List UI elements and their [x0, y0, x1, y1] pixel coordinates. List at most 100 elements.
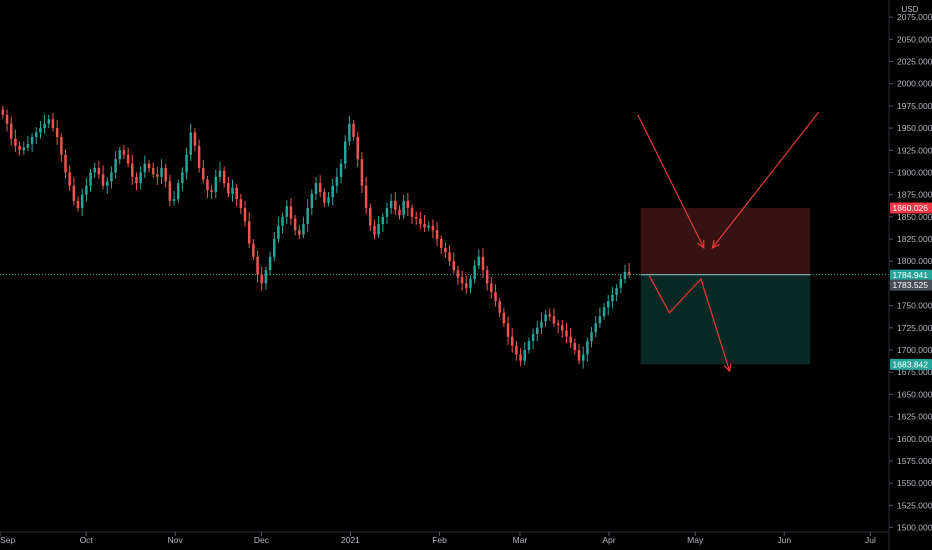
candle-body [14, 138, 17, 146]
candle-body [35, 132, 38, 137]
y-tick-label: 1600.000 [897, 434, 932, 444]
y-tick-label: 1975.000 [897, 101, 932, 111]
annotation-arrow [711, 111, 820, 249]
candle-body [531, 334, 535, 342]
candle-body [139, 172, 142, 184]
candle-body [222, 170, 226, 184]
candle-body [373, 225, 376, 235]
annotation-arrows[interactable] [637, 111, 820, 250]
candle-body [227, 183, 230, 194]
candle-body [68, 172, 71, 186]
candle-body [460, 277, 464, 284]
candle-body [623, 271, 627, 279]
y-tick-label: 1625.000 [897, 412, 932, 422]
candle-body [581, 354, 585, 361]
candle-body [72, 185, 76, 201]
time-axis[interactable]: Sep Oct Nov Dec 2021 Feb Mar Apr May Jun Jul [0, 532, 876, 545]
x-tick-label: Jun [777, 535, 791, 545]
candle-body [327, 197, 330, 203]
candle-body [39, 128, 42, 133]
projection-path[interactable] [648, 275, 732, 373]
candle-body [381, 216, 385, 224]
candle-body [147, 163, 151, 169]
candle-body [264, 270, 268, 284]
candle-body [60, 136, 63, 155]
candle-body [122, 150, 126, 155]
candle-body [30, 136, 34, 145]
candle-body [339, 163, 343, 177]
stop-price-badge-bg [890, 202, 932, 214]
x-tick-label: Jul [865, 535, 876, 545]
candlestick-series[interactable] [1, 105, 631, 369]
candle-body [586, 341, 589, 355]
candle-body [348, 123, 351, 142]
candle-body [193, 132, 197, 146]
current-price-badge-text: 1784.941 [893, 270, 929, 280]
stop-loss-zone [640, 207, 811, 275]
candle-body [185, 154, 188, 173]
candle-body [323, 191, 326, 203]
candle-body [552, 316, 556, 324]
y-tick-label: 1925.000 [897, 145, 932, 155]
candle-body [156, 174, 159, 177]
candle-body [427, 225, 430, 228]
candle-body [510, 336, 514, 346]
candle-body [281, 216, 284, 226]
candle-body [76, 200, 80, 208]
candle-body [172, 199, 176, 201]
candle-body [289, 206, 293, 219]
candle-body [494, 292, 497, 302]
candle-body [444, 247, 447, 253]
x-tick-label: Mar [513, 535, 528, 545]
candle-body [47, 119, 51, 124]
y-tick-label: 1900.000 [897, 167, 932, 177]
currency-label: USD [902, 5, 919, 14]
price-axis[interactable]: 2075.000 2050.000 2025.000 2000.000 1975.000… [889, 12, 932, 533]
candle-body [502, 312, 506, 324]
candle-body [235, 187, 238, 200]
candle-body [97, 168, 101, 175]
candle-body [202, 168, 205, 180]
y-tick-label: 1875.000 [897, 190, 932, 200]
candle-body [452, 261, 456, 271]
y-tick-label: 2050.000 [897, 34, 932, 44]
candle-body [515, 345, 518, 355]
candle-body [343, 141, 347, 164]
candle-body [577, 350, 581, 361]
candle-body [615, 287, 618, 295]
x-tick-label: 2021 [341, 535, 360, 545]
x-tick-label: Dec [254, 535, 270, 545]
candle-body [435, 230, 439, 240]
candle-body [93, 168, 96, 173]
y-tick-label: 1850.000 [897, 212, 932, 222]
candle-body [252, 243, 255, 257]
candle-body [594, 323, 597, 333]
candle-body [627, 271, 631, 275]
candle-body [456, 270, 460, 278]
x-tick-label: Feb [432, 535, 447, 545]
candle-body [540, 321, 543, 328]
y-tick-label: 2025.000 [897, 56, 932, 66]
candle-body [160, 168, 163, 177]
candle-body [477, 256, 481, 266]
take-profit-zone [640, 274, 811, 365]
candle-body [360, 159, 364, 186]
candle-body [189, 132, 192, 155]
candle-body [231, 187, 234, 194]
candle-body [110, 172, 113, 182]
candle-body [485, 270, 489, 284]
x-tick-label: Apr [602, 535, 615, 545]
candle-body [126, 154, 130, 164]
candle-body [302, 223, 305, 235]
candle-body [519, 354, 522, 361]
candle-body [243, 207, 247, 222]
candle-body [318, 183, 322, 192]
candle-body [298, 230, 301, 235]
candle-body [469, 278, 472, 288]
position-zones[interactable] [640, 207, 811, 365]
candle-body [544, 314, 547, 322]
candle-body [114, 159, 117, 173]
candle-body [335, 176, 339, 186]
